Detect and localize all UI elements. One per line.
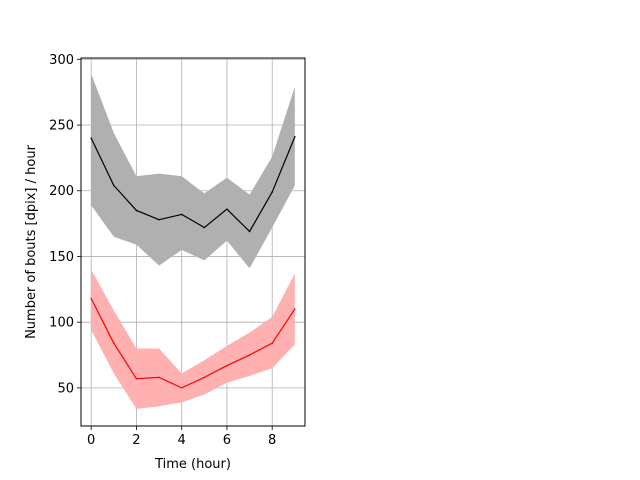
y-tick-label: 100 xyxy=(49,316,74,331)
plot-frame xyxy=(80,57,306,427)
series-1-point xyxy=(158,376,160,379)
x-tick-label: 8 xyxy=(268,433,276,448)
y-tick-label: 50 xyxy=(57,381,74,396)
series-0-point xyxy=(135,209,138,212)
series-1-line xyxy=(90,298,296,389)
series-1-point xyxy=(294,308,296,310)
series-0-line xyxy=(90,136,296,233)
series-1-point xyxy=(180,387,183,389)
series-1-point xyxy=(226,364,228,367)
x-tick-label: 4 xyxy=(178,433,186,448)
series-0-point xyxy=(226,208,228,210)
series-0-point xyxy=(248,230,251,233)
series-0-point xyxy=(90,137,92,139)
series-0-point xyxy=(158,218,160,221)
y-tick-label: 300 xyxy=(49,53,74,68)
series-0-point xyxy=(294,136,296,138)
tick-layer: 0 2 4 6 8 50 100 150 200 250 300 xyxy=(49,53,276,448)
x-tick-label: 6 xyxy=(223,433,231,448)
series-1-point xyxy=(135,377,138,380)
series-1-point xyxy=(248,354,251,356)
y-tick-label: 150 xyxy=(49,250,74,265)
series-0-point xyxy=(203,226,206,229)
series-0-point xyxy=(271,191,273,193)
y-tick-label: 250 xyxy=(49,119,74,134)
series-1-point xyxy=(203,376,206,379)
y-tick-label: 200 xyxy=(49,184,74,199)
series-1-point xyxy=(90,297,92,300)
series-1-point xyxy=(271,342,273,345)
series-0-point xyxy=(113,184,115,187)
x-axis-label: Time (hour) xyxy=(154,457,231,472)
series-0-point xyxy=(180,213,183,216)
series-1-band xyxy=(91,269,295,409)
line-layer xyxy=(90,136,296,389)
band-layer xyxy=(91,73,295,409)
series-1-point xyxy=(113,342,115,345)
y-axis-label: Number of bouts [dpix] / hour xyxy=(24,144,39,338)
x-tick-label: 2 xyxy=(132,433,140,448)
series-0-band xyxy=(91,73,295,269)
x-tick-label: 0 xyxy=(87,433,95,448)
